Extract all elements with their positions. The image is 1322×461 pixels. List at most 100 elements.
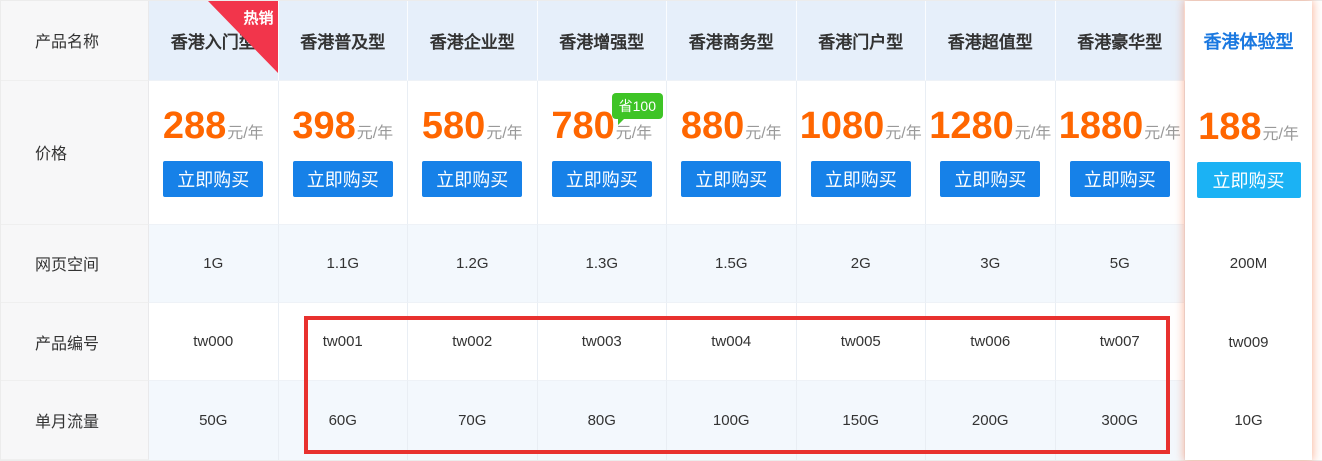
row-label-price: 价格 [1, 80, 149, 226]
label-column: 产品名称 价格 网页空间 产品编号 单月流量 [1, 1, 149, 460]
plan-name: 香港门户型 [818, 32, 904, 52]
price-cell: 288 元/年 立即购买 [149, 80, 279, 226]
buy-button[interactable]: 立即购买 [810, 161, 911, 198]
price-value: 288 [162, 105, 227, 148]
price-cell: 398 元/年 立即购买 [278, 80, 408, 226]
web-space-value: 1.1G [278, 225, 408, 303]
product-code-value: tw003 [537, 302, 667, 382]
plan-column: 香港商务型 880 元/年 立即购买 1.5G tw004 100G [667, 1, 797, 460]
featured-buy-button[interactable]: 立即购买 [1196, 161, 1301, 198]
web-space-value: 2G [796, 225, 926, 303]
featured-plan-name: 香港体验型 [1203, 31, 1294, 52]
buy-button[interactable]: 立即购买 [422, 161, 523, 198]
web-space-value: 1G [149, 225, 279, 303]
product-code-value: tw001 [278, 302, 408, 382]
price-line: 288 元/年 [163, 107, 264, 145]
web-space-value: 1.2G [408, 225, 538, 303]
web-space-value: 1.3G [537, 225, 667, 303]
traffic-value: 200G [926, 381, 1056, 460]
plan-name: 香港普及型 [300, 32, 386, 52]
price-unit: 元/年 [227, 125, 264, 143]
plan-header-cell: 香港企业型 [408, 1, 538, 81]
traffic-value: 100G [667, 381, 797, 460]
web-space-value: 1.5G [667, 225, 797, 303]
price-line: 780 元/年 [551, 107, 652, 145]
hot-ribbon-icon [207, 1, 278, 73]
price-value: 580 [421, 105, 486, 148]
price-line: 398 元/年 [292, 107, 393, 145]
product-code-value: tw002 [408, 302, 538, 382]
price-value: 880 [680, 105, 745, 148]
plan-header-cell: 香港门户型 [796, 1, 926, 81]
price-unit: 元/年 [1144, 125, 1181, 143]
price-line: 1280 元/年 [929, 107, 1051, 145]
plan-column: 香港超值型 1280 元/年 立即购买 3G tw006 200G [926, 1, 1056, 460]
featured-price-cell: 188 元/年 立即购买 [1185, 80, 1312, 226]
plan-header-cell: 香港增强型 [537, 1, 667, 81]
featured-price-value: 188 [1198, 105, 1262, 148]
featured-product-code-value: tw009 [1185, 302, 1312, 382]
row-label-web-space: 网页空间 [1, 225, 149, 303]
plan-header-cell: 香港商务型 [667, 1, 797, 81]
row-label-product-name: 产品名称 [1, 1, 149, 81]
price-line: 880 元/年 [681, 107, 782, 145]
product-code-value: tw005 [796, 302, 926, 382]
buy-button[interactable]: 立即购买 [163, 161, 264, 198]
plan-header-cell: 香港超值型 [926, 1, 1056, 81]
price-cell: 1880 元/年 立即购买 [1055, 80, 1185, 226]
plan-name: 香港商务型 [688, 32, 774, 52]
plan-column: 香港豪华型 1880 元/年 立即购买 5G tw007 300G [1055, 1, 1185, 460]
traffic-value: 50G [149, 381, 279, 460]
featured-plan-column: 香港体验型 188 元/年 立即购买 200M tw009 10G [1185, 1, 1322, 460]
buy-button[interactable]: 立即购买 [551, 161, 652, 198]
featured-web-space-value: 200M [1185, 225, 1312, 303]
plan-column: 香港企业型 580 元/年 立即购买 1.2G tw002 70G [408, 1, 538, 460]
product-code-value: tw006 [926, 302, 1056, 382]
buy-button[interactable]: 立即购买 [292, 161, 393, 198]
price-line: 1080 元/年 [800, 107, 922, 145]
buy-button[interactable]: 立即购买 [681, 161, 782, 198]
price-unit: 元/年 [486, 125, 523, 143]
plan-columns: 香港入门型 热销 288 元/年 立即购买 1G tw000 50G 香港普及型 … [149, 1, 1185, 460]
buy-button[interactable]: 立即购买 [940, 161, 1041, 198]
price-unit: 元/年 [1014, 125, 1052, 143]
price-line: 1880 元/年 [1059, 107, 1181, 145]
price-unit: 元/年 [615, 125, 653, 143]
traffic-value: 70G [408, 381, 538, 460]
price-cell: 省100 780 元/年 立即购买 [537, 80, 667, 226]
price-unit: 元/年 [356, 125, 394, 143]
traffic-value: 150G [796, 381, 926, 460]
plan-name: 香港增强型 [559, 32, 645, 52]
featured-price-line: 188 元/年 [1198, 108, 1299, 146]
plan-column: 香港增强型 省100 780 元/年 立即购买 1.3G tw003 80G [537, 1, 667, 460]
price-unit: 元/年 [885, 125, 922, 143]
price-cell: 1080 元/年 立即购买 [796, 80, 926, 226]
traffic-value: 60G [278, 381, 408, 460]
price-value: 780 [551, 105, 615, 148]
price-value: 1080 [799, 105, 885, 148]
plan-column: 香港普及型 398 元/年 立即购买 1.1G tw001 60G [278, 1, 408, 460]
plan-header-cell: 香港豪华型 [1055, 1, 1185, 81]
featured-plan-card: 香港体验型 188 元/年 立即购买 200M tw009 10G [1185, 1, 1312, 460]
traffic-value: 300G [1055, 381, 1185, 460]
price-cell: 580 元/年 立即购买 [408, 80, 538, 226]
plan-name: 香港超值型 [947, 32, 1033, 52]
traffic-value: 80G [537, 381, 667, 460]
plan-header-cell: 香港入门型 热销 [149, 1, 279, 81]
row-label-monthly-traffic: 单月流量 [1, 381, 149, 460]
featured-plan-header-cell: 香港体验型 [1185, 1, 1312, 81]
plan-name: 香港豪华型 [1077, 32, 1163, 52]
featured-traffic-value: 10G [1185, 381, 1312, 460]
price-line: 580 元/年 [422, 107, 523, 145]
price-value: 398 [292, 105, 356, 148]
price-value: 1280 [929, 105, 1014, 148]
row-label-product-code: 产品编号 [1, 302, 149, 382]
hot-ribbon-label: 热销 [243, 10, 274, 27]
buy-button[interactable]: 立即购买 [1069, 161, 1170, 198]
product-code-value: tw000 [149, 302, 279, 382]
price-cell: 880 元/年 立即购买 [667, 80, 797, 226]
price-unit: 元/年 [745, 125, 782, 143]
price-cell: 1280 元/年 立即购买 [926, 80, 1056, 226]
web-space-value: 5G [1055, 225, 1185, 303]
